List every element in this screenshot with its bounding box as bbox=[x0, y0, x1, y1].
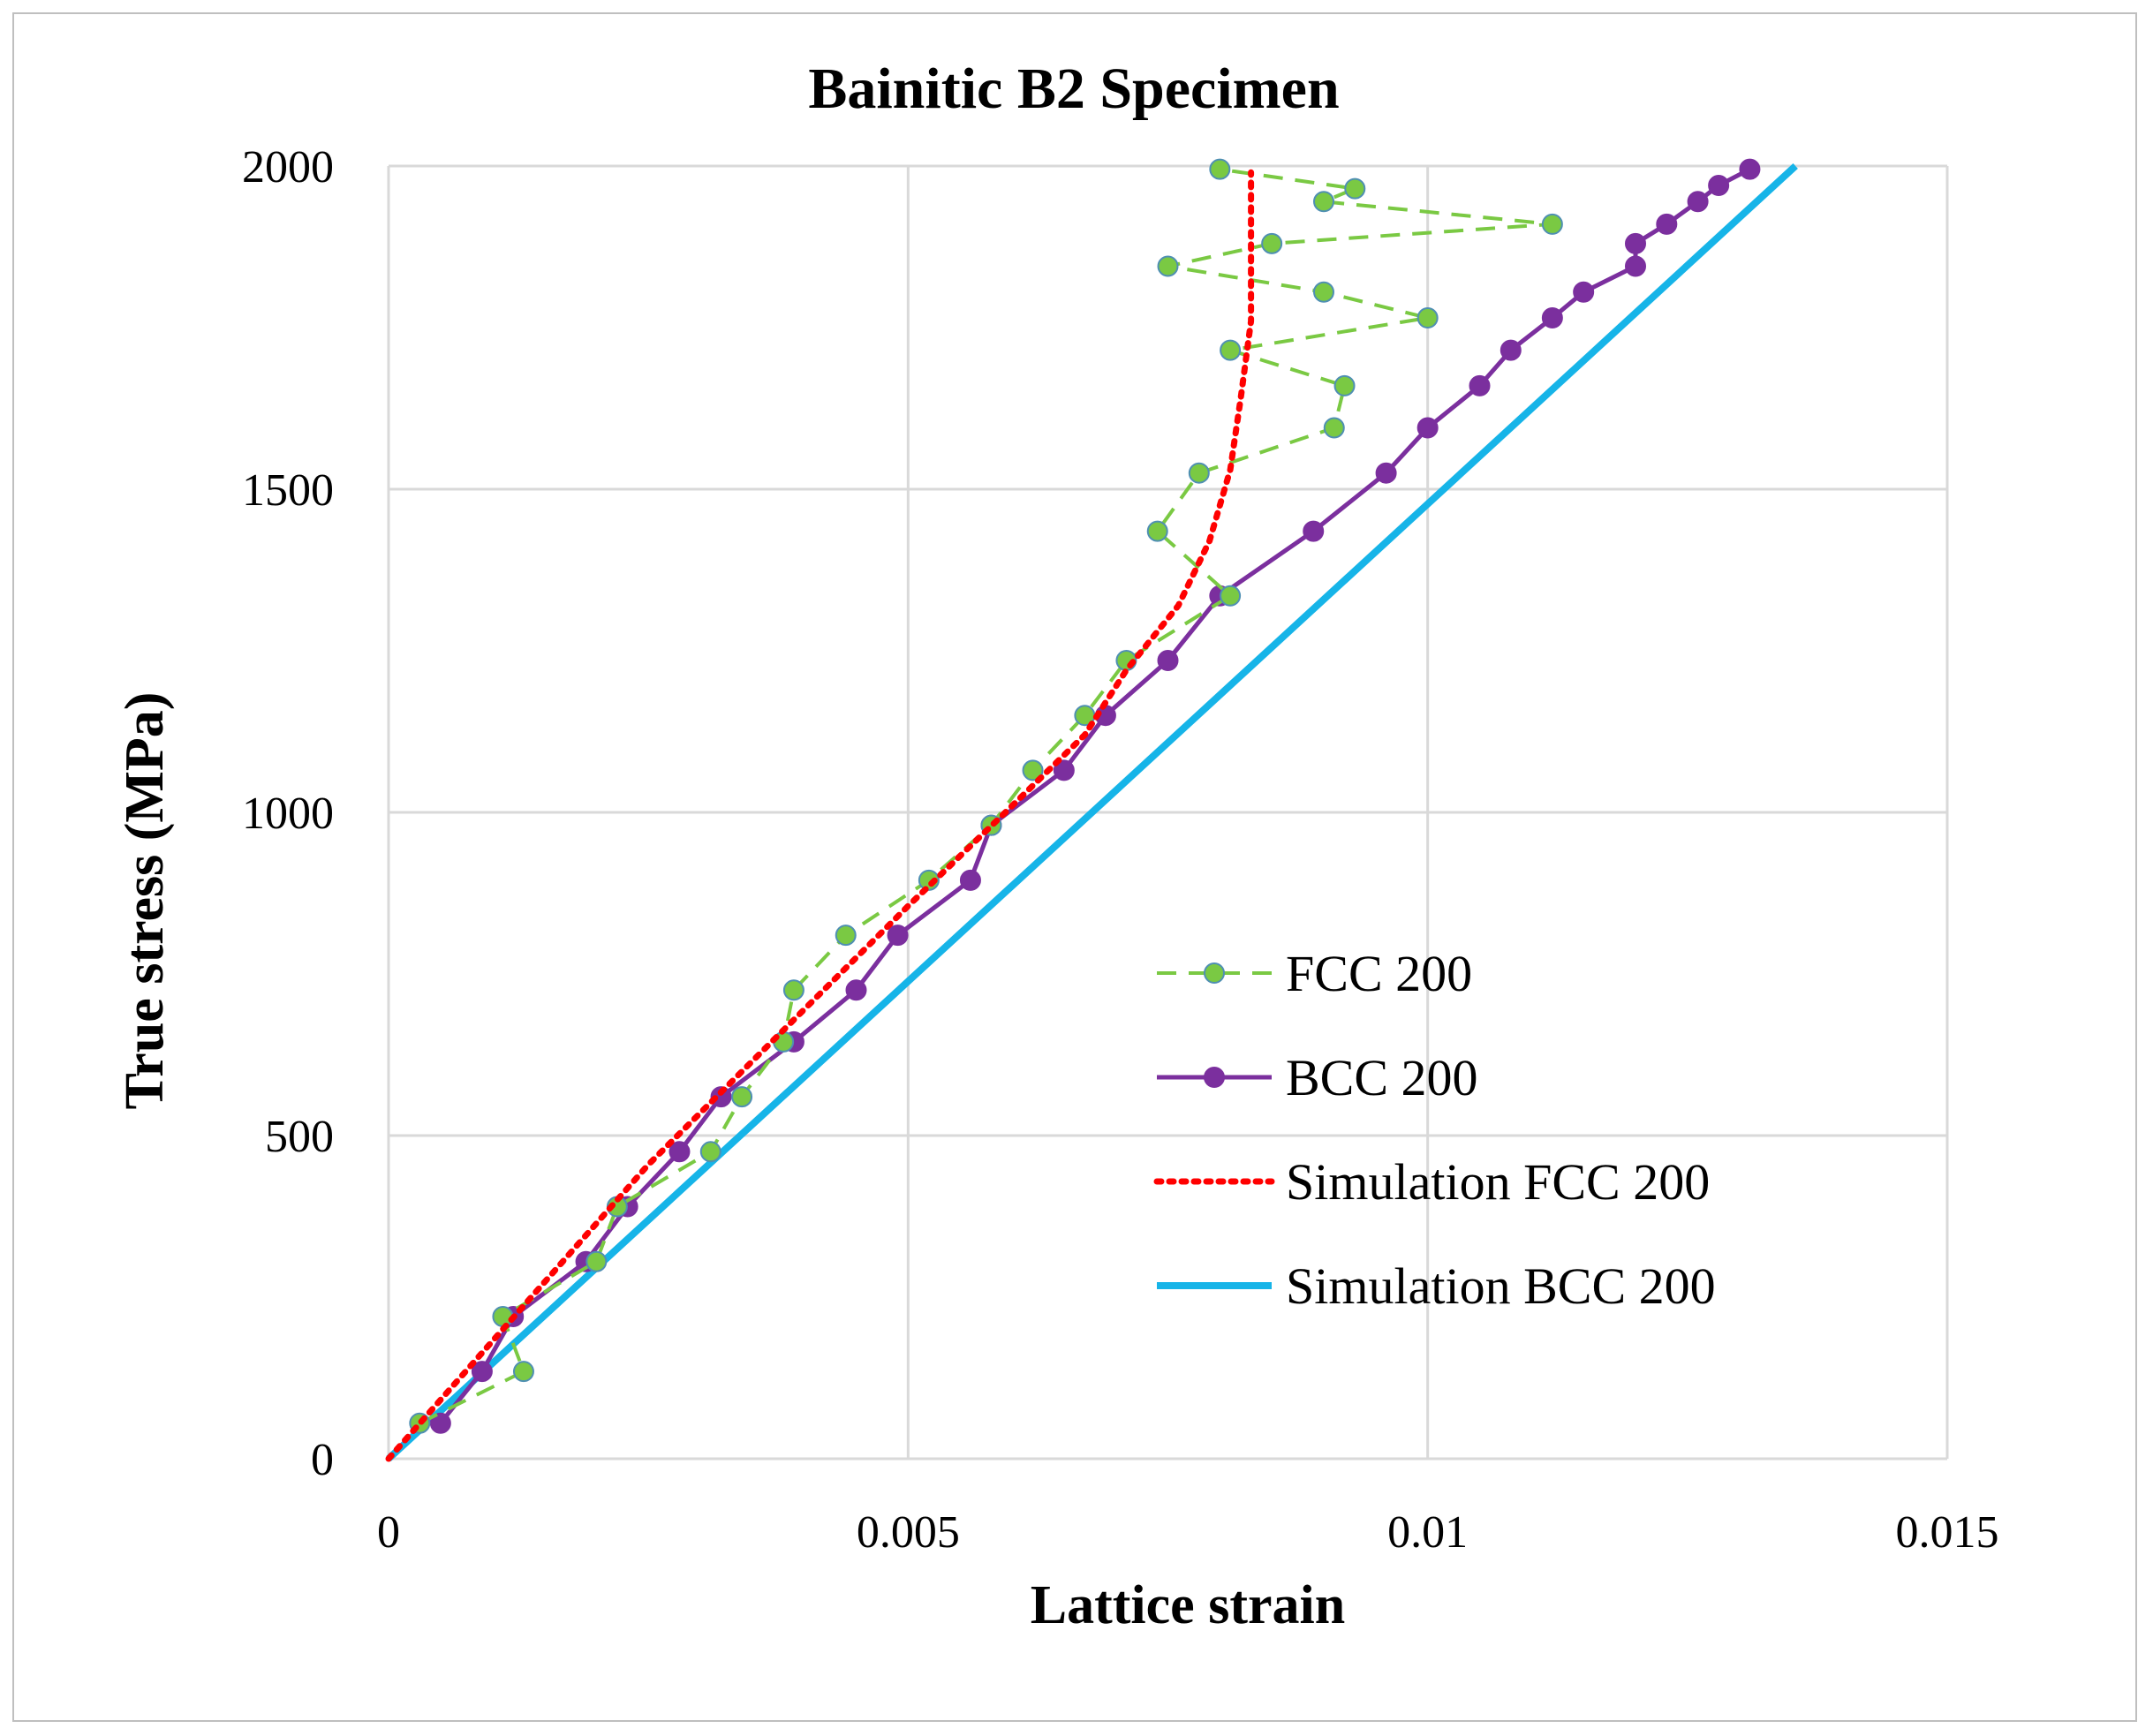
point-bcc-200 bbox=[1687, 191, 1709, 213]
point-fcc-200 bbox=[1220, 585, 1242, 607]
point-fcc-200 bbox=[1022, 759, 1044, 781]
point-bcc-200 bbox=[1656, 213, 1678, 235]
chart-frame bbox=[12, 12, 2137, 1722]
point-bcc-200 bbox=[471, 1361, 493, 1383]
series-line-simulation-fcc-200 bbox=[385, 169, 1255, 1462]
point-fcc-200 bbox=[512, 1361, 534, 1383]
point-bcc-200 bbox=[887, 925, 909, 947]
series-line-simulation-bcc-200 bbox=[386, 163, 1798, 1461]
point-bcc-200 bbox=[429, 1412, 451, 1434]
point-bcc-200 bbox=[1541, 307, 1563, 329]
point-fcc-200 bbox=[1209, 158, 1231, 180]
point-fcc-200 bbox=[699, 1141, 721, 1163]
grid-horizontal bbox=[389, 164, 1947, 1461]
point-bcc-200 bbox=[959, 869, 981, 891]
point-bcc-200 bbox=[1500, 339, 1522, 361]
point-bcc-200 bbox=[1739, 158, 1761, 180]
y-tick-labels: 0 500 1000 1500 2000 bbox=[242, 142, 334, 1485]
point-fcc-200 bbox=[1313, 191, 1334, 213]
point-bcc-200 bbox=[1053, 759, 1075, 781]
point-bcc-200 bbox=[1625, 255, 1646, 277]
point-bcc-200 bbox=[1303, 520, 1325, 542]
chart-title: Bainitic B2 Specimen bbox=[808, 57, 1339, 121]
series-fcc-200 bbox=[409, 158, 1563, 1434]
point-bcc-200 bbox=[1573, 281, 1595, 303]
point-bcc-200 bbox=[1157, 649, 1179, 671]
point-fcc-200 bbox=[1157, 255, 1179, 277]
series-simulation-fcc-200 bbox=[385, 169, 1255, 1462]
point-bcc-200 bbox=[1416, 417, 1439, 439]
x-tick-labels: 0 0.005 0.01 0.015 bbox=[377, 1507, 1999, 1558]
y-tick-label: 1000 bbox=[242, 789, 334, 839]
y-tick-label: 1500 bbox=[242, 465, 334, 516]
point-fcc-200 bbox=[585, 1250, 608, 1272]
legend-bcc-200-marker bbox=[1204, 1067, 1225, 1088]
point-bcc-200 bbox=[1625, 232, 1646, 254]
series-line-fcc-200 bbox=[419, 167, 1554, 1425]
x-tick-label: 0.005 bbox=[857, 1507, 960, 1558]
y-tick-label: 0 bbox=[311, 1435, 334, 1485]
series-simulation-bcc-200 bbox=[386, 163, 1798, 1461]
y-tick-label: 500 bbox=[265, 1112, 334, 1162]
point-fcc-200 bbox=[731, 1086, 753, 1108]
point-bcc-200 bbox=[1375, 462, 1397, 484]
point-fcc-200 bbox=[1541, 213, 1563, 235]
legend-simulation-bcc-200-label: Simulation BCC 200 bbox=[1286, 1257, 1716, 1315]
y-tick-label: 2000 bbox=[242, 142, 334, 192]
point-fcc-200 bbox=[835, 925, 857, 947]
legend-bcc-200-label: BCC 200 bbox=[1286, 1049, 1478, 1106]
point-bcc-200 bbox=[710, 1086, 732, 1108]
point-bcc-200 bbox=[1469, 374, 1491, 396]
point-fcc-200 bbox=[1188, 462, 1210, 484]
legend-simulation-fcc-200-label: Simulation FCC 200 bbox=[1286, 1153, 1710, 1211]
x-tick-label: 0.01 bbox=[1387, 1507, 1468, 1558]
point-fcc-200 bbox=[492, 1305, 514, 1327]
y-axis-label: True stress (MPa) bbox=[115, 692, 175, 1110]
x-axis-label: Lattice strain bbox=[1031, 1575, 1345, 1635]
point-fcc-200 bbox=[1333, 374, 1356, 396]
legend: FCC 200 BCC 200 Simulation FCC 200 Simul… bbox=[1153, 945, 1716, 1315]
point-fcc-200 bbox=[1344, 177, 1366, 200]
x-tick-label: 0 bbox=[377, 1507, 400, 1558]
point-fcc-200 bbox=[782, 979, 805, 1001]
point-fcc-200 bbox=[1220, 339, 1242, 361]
point-fcc-200 bbox=[1323, 417, 1345, 439]
point-bcc-200 bbox=[845, 979, 867, 1001]
point-fcc-200 bbox=[1416, 307, 1439, 329]
point-bcc-200 bbox=[1708, 174, 1730, 196]
point-fcc-200 bbox=[1261, 232, 1283, 254]
legend-fcc-200-label: FCC 200 bbox=[1286, 945, 1472, 1002]
point-bcc-200 bbox=[669, 1141, 691, 1163]
legend-fcc-200-marker bbox=[1204, 962, 1225, 984]
point-fcc-200 bbox=[1146, 520, 1168, 542]
series-bcc-200 bbox=[429, 158, 1761, 1434]
x-tick-label: 0.015 bbox=[1896, 1507, 1999, 1558]
point-fcc-200 bbox=[1313, 281, 1334, 303]
series-layer bbox=[385, 158, 1798, 1462]
